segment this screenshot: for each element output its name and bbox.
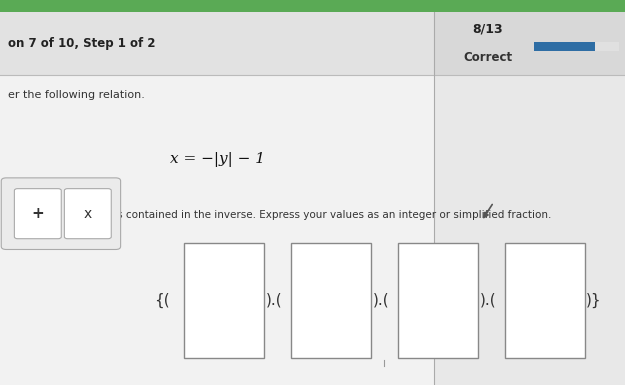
Text: {(: {( xyxy=(154,293,169,308)
Bar xyxy=(434,12,625,385)
Text: er the following relation.: er the following relation. xyxy=(8,90,144,100)
FancyBboxPatch shape xyxy=(14,189,61,239)
Bar xyxy=(434,12,625,75)
Text: of 2 :  Find four points contained in the inverse. Express your values as an int: of 2 : Find four points contained in the… xyxy=(8,210,551,220)
FancyBboxPatch shape xyxy=(1,178,121,249)
Bar xyxy=(534,42,619,51)
Bar xyxy=(291,243,371,358)
Text: ).(: ).( xyxy=(266,293,282,308)
Text: x: x xyxy=(84,207,92,221)
Bar xyxy=(505,243,585,358)
Text: on 7 of 10, Step 1 of 2: on 7 of 10, Step 1 of 2 xyxy=(8,37,155,50)
Bar xyxy=(534,42,595,51)
Text: x = −|y| − 1: x = −|y| − 1 xyxy=(169,152,265,167)
Text: Correct: Correct xyxy=(463,51,512,64)
Text: ).(: ).( xyxy=(372,293,389,308)
Bar xyxy=(0,0,625,12)
FancyBboxPatch shape xyxy=(64,189,111,239)
Bar xyxy=(0,12,434,75)
Bar xyxy=(398,243,478,358)
Bar xyxy=(184,243,264,358)
Text: 8/13: 8/13 xyxy=(472,23,503,36)
Text: +: + xyxy=(31,206,44,221)
Text: )}: )} xyxy=(586,293,602,308)
Text: ).(: ).( xyxy=(479,293,496,308)
Bar xyxy=(0,12,434,385)
